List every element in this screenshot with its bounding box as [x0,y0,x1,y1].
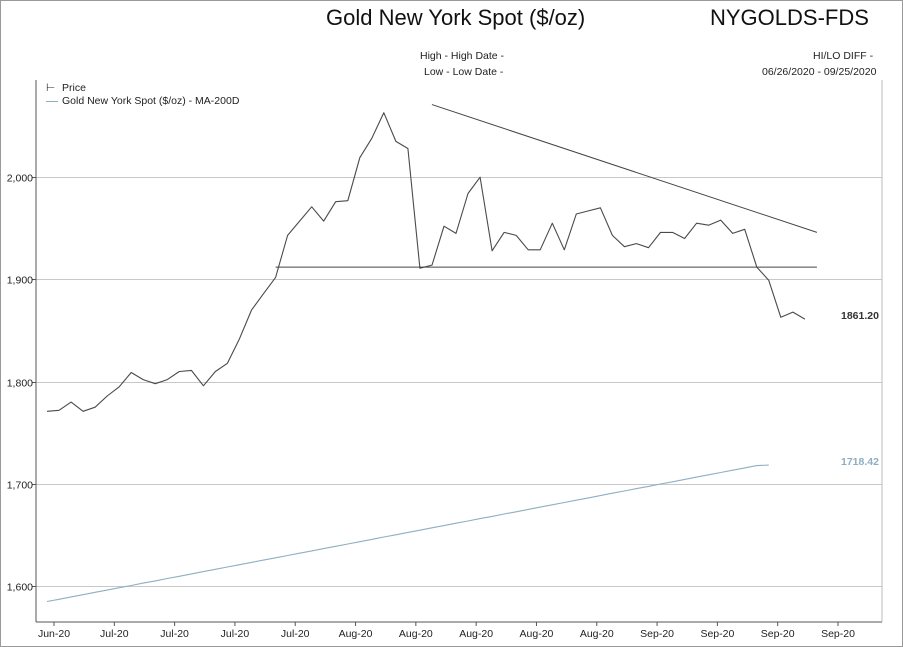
ma-last-value: 1718.42 [841,456,879,468]
x-tick-label: Sep-20 [821,628,855,640]
legend-item-ma: Gold New York Spot ($/oz) - MA-200D [46,95,239,107]
y-tick-label: 2,000 [7,173,33,185]
x-tick-label: Jun-20 [38,628,70,640]
x-tick-label: Aug-20 [520,628,554,640]
chart-title: Gold New York Spot ($/oz) [326,5,586,30]
x-tick-label: Sep-20 [700,628,734,640]
ticker-symbol: NYGOLDS-FDS [710,5,869,30]
hilo-diff-label: HI/LO DIFF - [813,50,874,62]
price-legend-icon: ⊢ [46,82,56,94]
x-tick-label: Jul-20 [281,628,310,640]
x-tick-label: Aug-20 [339,628,373,640]
y-tick-label: 1,600 [7,582,33,594]
x-tick-label: Aug-20 [399,628,433,640]
legend-label-price: Price [62,82,86,94]
legend-item-price: ⊢ Price [46,82,86,94]
high-label: High - High Date - [420,50,505,62]
low-label: Low - Low Date - [424,66,504,78]
x-tick-label: Jul-20 [100,628,129,640]
y-tick-label: 1,900 [7,275,33,287]
price-last-value: 1861.20 [841,310,879,322]
ma-legend-icon [46,100,58,102]
y-tick-label: 1,800 [7,378,33,390]
price-series-line [46,112,806,412]
x-tick-label: Aug-20 [580,628,614,640]
y-tick-label: 1,700 [7,480,33,492]
ma-series-line [46,464,769,603]
x-tick-label: Aug-20 [459,628,493,640]
resistance-trendline [431,104,818,233]
legend-label-ma: Gold New York Spot ($/oz) - MA-200D [62,95,240,107]
date-range: 06/26/2020 - 09/25/2020 [762,66,877,78]
x-tick-label: Jul-20 [221,628,250,640]
x-tick-label: Sep-20 [640,628,674,640]
x-tick-label: Sep-20 [761,628,795,640]
x-tick-label: Jul-20 [160,628,189,640]
